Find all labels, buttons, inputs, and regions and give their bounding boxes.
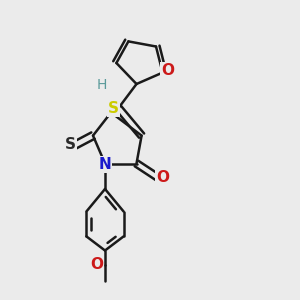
Text: O: O [156,170,170,185]
Text: S: S [65,137,76,152]
Text: H: H [97,78,107,92]
Text: O: O [90,257,104,272]
Text: N: N [98,157,111,172]
Text: S: S [108,101,118,116]
Text: O: O [161,63,175,78]
